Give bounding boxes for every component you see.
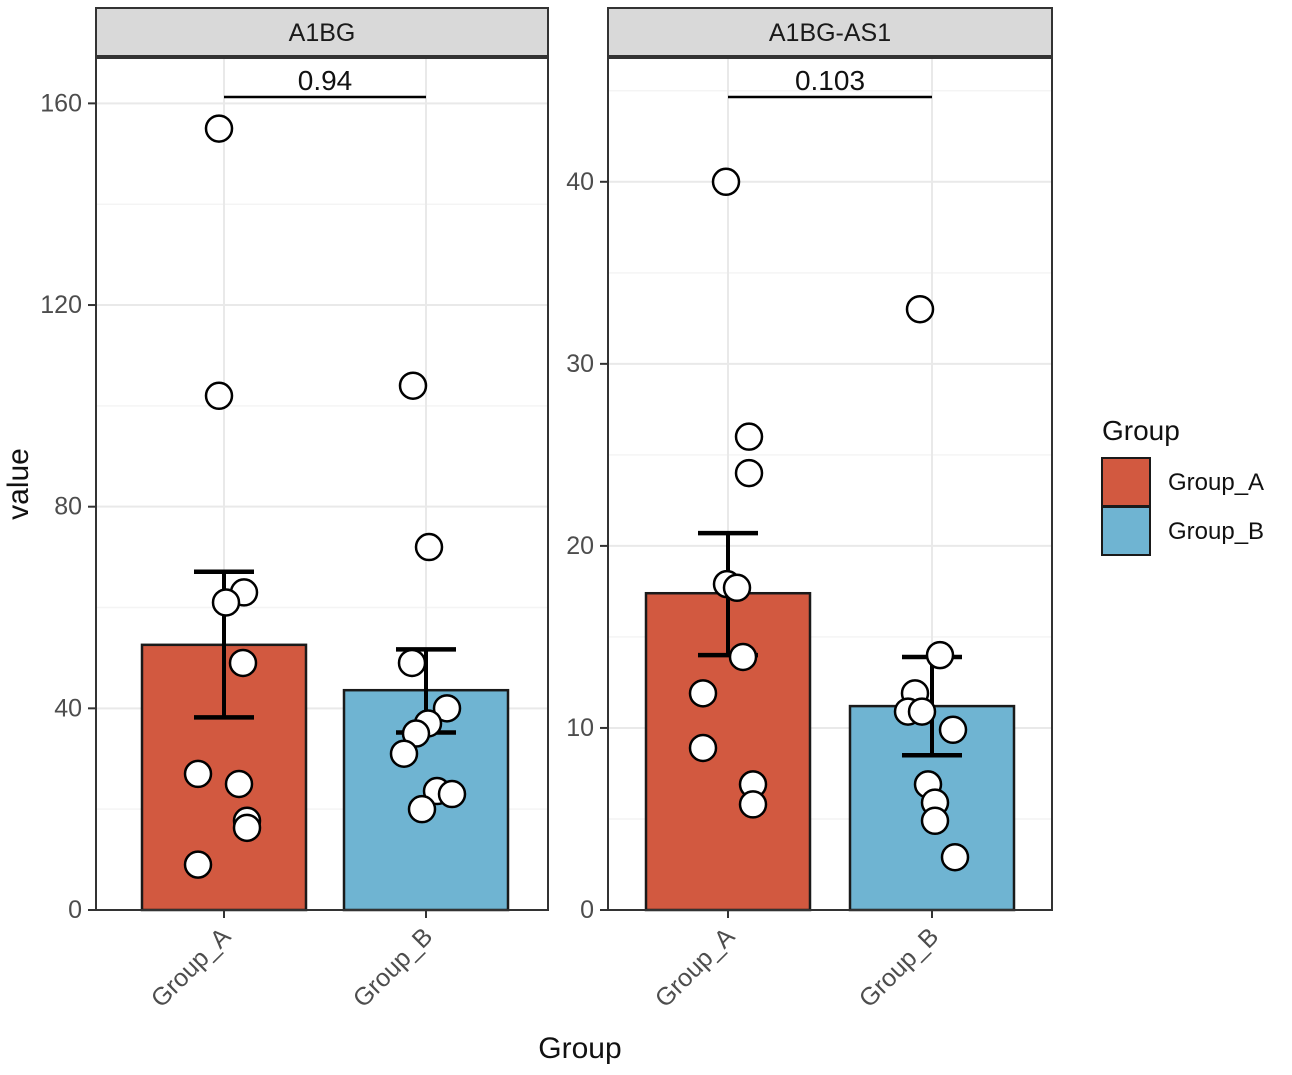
jitter-point	[925, 640, 955, 670]
panel-border	[95, 57, 549, 911]
legend-title: Group	[1102, 415, 1180, 446]
jitter-point	[734, 422, 764, 451]
jitter-point	[938, 715, 968, 745]
x-tick-label: Group_B	[348, 922, 439, 1013]
jitter-point	[711, 167, 741, 197]
legend-swatch-group-a	[1101, 457, 1151, 507]
legend-label-group-b: Group_B	[1168, 518, 1264, 545]
facet-strip-right	[607, 7, 1053, 57]
y-tick-label: 30	[566, 350, 594, 378]
y-tick-label: 40	[566, 168, 594, 196]
jitter-point	[397, 648, 427, 678]
jitter-point	[204, 381, 234, 411]
x-tick-label: Group_B	[854, 922, 945, 1013]
jitter-point	[432, 694, 462, 723]
y-axis-title: value	[2, 448, 35, 520]
jitter-point	[414, 532, 444, 562]
legend-label-group-a: Group_A	[1168, 469, 1264, 496]
jitter-point	[688, 679, 718, 708]
jitter-point	[211, 588, 241, 617]
jitter-point	[204, 114, 234, 143]
jitter-point	[232, 813, 262, 843]
chart-layer: 0 40 80 120 160 Group_A Group_B 0 10 20 30 40 Group_…	[40, 57, 1053, 1013]
jitter-point	[688, 733, 718, 763]
jitter-point	[905, 294, 935, 324]
jitter-point	[407, 794, 437, 824]
jitter-point	[389, 739, 419, 768]
facet-strip-left	[95, 7, 549, 57]
y-tick-label: 0	[580, 896, 594, 924]
y-tick-label: 80	[54, 493, 82, 521]
jitter-point	[734, 458, 764, 488]
jitter-point	[728, 642, 758, 672]
legend: Group Group_A Group_B	[1101, 415, 1264, 556]
y-tick-label: 40	[54, 694, 82, 722]
y-tick-label: 160	[40, 89, 82, 117]
x-tick-label: Group_A	[650, 922, 741, 1013]
p-value-label-right: 0.103	[795, 65, 865, 96]
panel-border	[607, 57, 1053, 911]
x-tick-label: Group_A	[146, 922, 237, 1013]
y-tick-label: 20	[566, 532, 594, 560]
jitter-point	[228, 648, 258, 678]
y-tick-label: 10	[566, 714, 594, 742]
jitter-point	[722, 573, 752, 603]
x-axis-title: Group	[538, 1032, 621, 1065]
jitter-point	[224, 769, 254, 799]
facet-title-left: A1BG	[289, 19, 356, 47]
p-value-label-left: 0.94	[298, 65, 353, 96]
jitter-point	[183, 850, 213, 879]
jitter-point	[398, 371, 428, 400]
jitter-point	[920, 806, 950, 836]
facet-title-right: A1BG-AS1	[769, 19, 891, 47]
y-tick-label: 0	[68, 896, 82, 924]
jitter-point	[183, 759, 213, 789]
jitter-point	[738, 790, 768, 819]
jitter-point	[940, 842, 970, 872]
jitter-point	[907, 697, 937, 726]
legend-swatch-group-b	[1101, 506, 1151, 556]
y-tick-label: 120	[40, 291, 82, 319]
jitter-point	[437, 779, 467, 809]
